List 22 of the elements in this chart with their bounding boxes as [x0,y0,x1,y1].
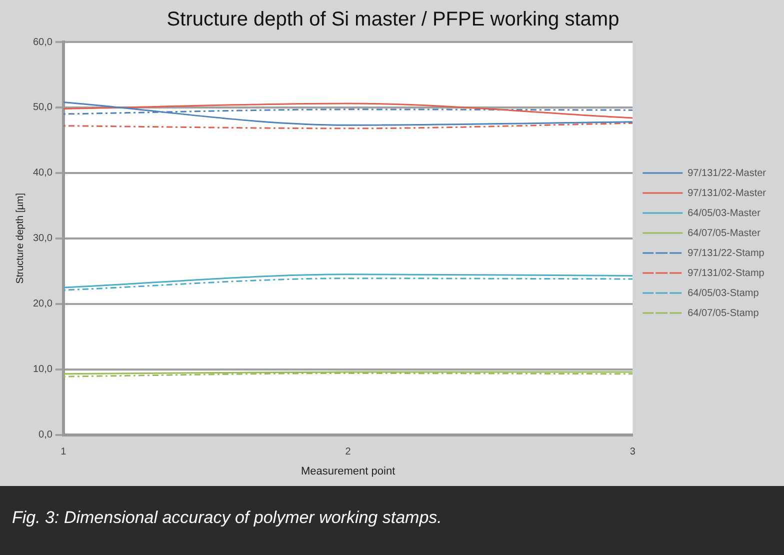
x-tick-label: 3 [630,446,636,458]
y-tick-label: 50,0 [32,102,53,114]
y-tick-label: 30,0 [32,233,53,244]
legend-label: 64/07/05-Stamp [688,308,760,319]
caption: Fig. 3: Dimensional accuracy of polymer working stamps. [0,486,784,555]
legend-label: 97/131/22-Stamp [688,248,765,259]
legend-label: 64/05/03-Master [688,208,762,219]
legend-label: 97/131/02-Stamp [688,268,765,279]
legend-label: 64/07/05-Master [688,228,762,239]
y-tick-label: 20,0 [32,298,53,310]
legend-label: 64/05/03-Stamp [688,288,760,299]
x-tick-label: 1 [60,446,67,458]
y-tick-label: 0,0 [38,430,53,441]
y-tick-label: 40,0 [32,168,53,179]
chart-title: Structure depth of Si master / PFPE working stamp [166,8,620,31]
y-axis-title: Structure depth [µm] [14,192,26,284]
x-tick-label: 2 [345,446,352,458]
y-tick-label: 60,0 [32,36,53,48]
legend-label: 97/131/22-Master [688,168,767,179]
legend-label: 97/131/02-Master [688,188,767,199]
x-axis-title: Measurement point [300,465,396,478]
y-tick-label: 10,0 [32,364,53,376]
